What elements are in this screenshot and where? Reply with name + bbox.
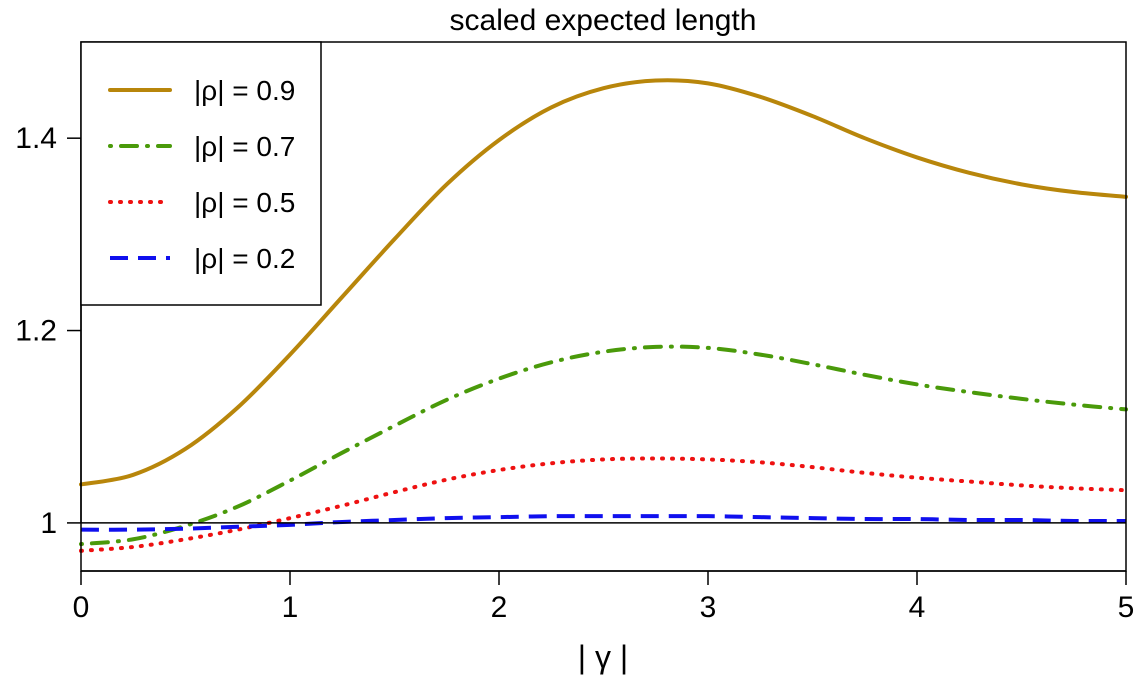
legend: |ρ| = 0.9 |ρ| = 0.7 |ρ| = 0.5 |ρ| = 0.2 [80,41,322,306]
y-tick-label: 1.4 [15,122,57,155]
y-axis: 1 1.2 1.4 [15,122,82,540]
series-line-1 [79,78,1128,487]
legend-label-2: |ρ| = 0.7 [194,131,295,162]
legend-label-3: |ρ| = 0.5 [194,187,295,218]
plot-lines [79,78,1128,553]
x-axis: 0 1 2 3 4 5 [73,570,1135,624]
series-line-2 [79,344,1128,547]
legend-label-1: |ρ| = 0.9 [194,75,295,106]
series-line-4 [80,514,1127,532]
x-tick-label: 5 [1118,591,1135,624]
y-tick-label: 1 [40,507,57,540]
legend-box [80,41,322,306]
x-tick-label: 3 [700,591,717,624]
x-axis-label: | γ | [578,639,628,675]
x-tick-label: 1 [282,591,299,624]
series-line-3 [79,456,1128,553]
x-tick-label: 4 [909,591,926,624]
y-tick-label: 1.2 [15,315,57,348]
x-tick-label: 0 [73,591,90,624]
chart-title: scaled expected length [450,4,757,37]
legend-label-4: |ρ| = 0.2 [194,243,295,274]
x-tick-label: 2 [491,591,508,624]
